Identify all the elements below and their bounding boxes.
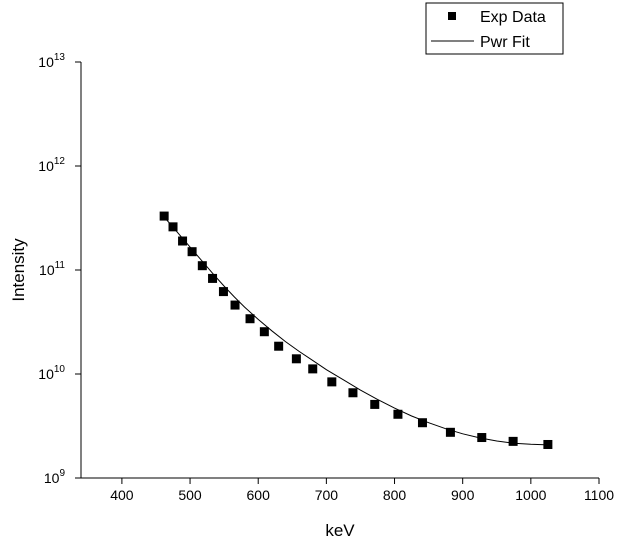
plot-frame (80, 62, 599, 479)
y-tick-label: 109 (44, 468, 66, 486)
y-tick-base: 10 (38, 54, 54, 70)
y-tick-base: 10 (38, 158, 54, 174)
x-tick-label: 700 (315, 487, 339, 503)
fit-line (162, 215, 548, 446)
y-tick-exponent: 12 (54, 156, 66, 167)
data-point (197, 261, 207, 271)
x-tick-label: 800 (383, 487, 407, 503)
data-point (245, 314, 255, 324)
data-point (208, 273, 218, 283)
data-point (327, 377, 337, 387)
data-point (308, 364, 318, 374)
y-tick-label: 1012 (38, 156, 65, 174)
y-tick-exponent: 9 (59, 468, 65, 479)
x-axis-ticks: 400 500 600 700 800 900 1000 1100 (110, 478, 614, 503)
data-point (159, 211, 169, 221)
data-point (393, 409, 403, 419)
x-tick-label: 1100 (584, 487, 614, 503)
y-tick-label: 1011 (39, 260, 65, 278)
data-point (508, 436, 518, 446)
data-point (259, 327, 269, 337)
data-point (168, 222, 178, 232)
legend-marker-exp-data (448, 12, 456, 20)
data-point (274, 341, 284, 351)
data-point (291, 354, 301, 364)
data-point (477, 433, 487, 443)
x-tick-label: 1000 (515, 487, 546, 503)
y-tick-base: 10 (44, 470, 60, 486)
data-point (543, 439, 553, 449)
x-tick-label: 500 (178, 487, 202, 503)
legend-label-exp-data: Exp Data (480, 9, 546, 26)
x-tick-label: 400 (110, 487, 134, 503)
legend-label-pwr-fit: Pwr Fit (480, 34, 530, 51)
data-point (187, 247, 197, 257)
y-tick-label: 1013 (38, 52, 65, 70)
x-tick-label: 900 (451, 487, 475, 503)
data-point (230, 300, 240, 310)
y-tick-label: 1010 (38, 364, 65, 382)
y-axis-title: Intensity (9, 238, 28, 302)
legend-box (425, 2, 564, 55)
y-tick-exponent: 13 (54, 52, 66, 63)
data-point (417, 418, 427, 428)
y-tick-exponent: 10 (54, 364, 66, 375)
data-point (370, 399, 380, 409)
data-point (218, 287, 228, 297)
y-tick-exponent: 11 (55, 260, 66, 271)
x-tick-label: 600 (247, 487, 271, 503)
y-tick-base: 10 (39, 262, 55, 278)
y-tick-base: 10 (38, 366, 54, 382)
data-point (445, 427, 455, 437)
data-point (178, 236, 188, 246)
legend: Exp Data Pwr Fit (425, 2, 564, 55)
data-point (348, 388, 358, 398)
data-markers (159, 211, 553, 449)
x-axis-title: keV (325, 521, 355, 540)
